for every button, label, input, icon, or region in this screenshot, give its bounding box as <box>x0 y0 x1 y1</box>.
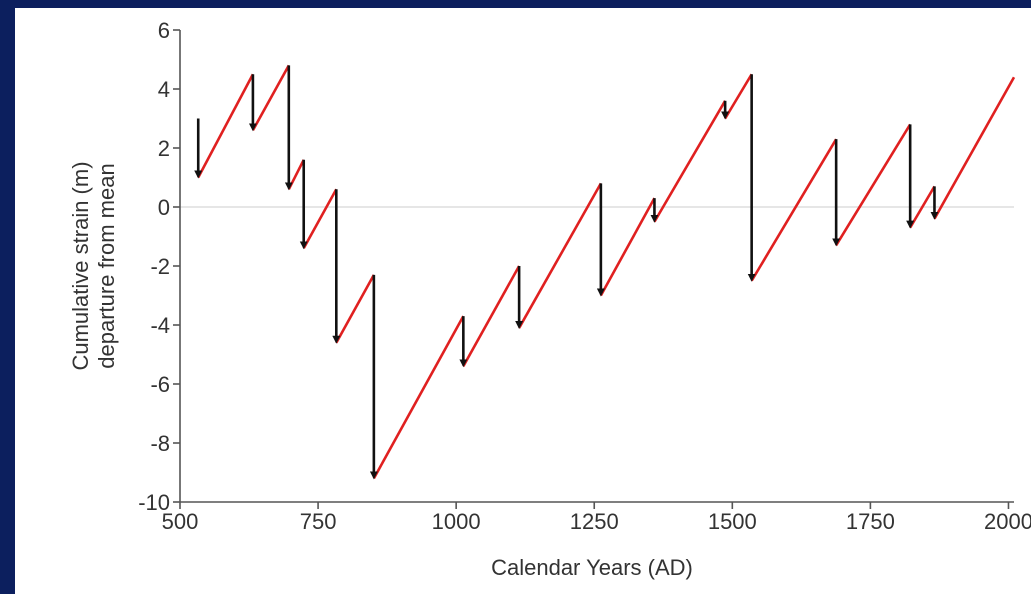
x-tick-label: 1000 <box>432 509 481 534</box>
strain-accumulation-segment <box>750 138 838 282</box>
y-tick-label: 6 <box>158 18 170 43</box>
y-tick-label: 2 <box>158 136 170 161</box>
y-tick-label: -2 <box>150 254 170 279</box>
strain-accumulation-segment <box>302 188 338 249</box>
x-tick-label: 2000 <box>984 509 1031 534</box>
x-tick-label: 500 <box>162 509 199 534</box>
strain-accumulation-segment <box>287 159 305 190</box>
x-tick-label: 1750 <box>846 509 895 534</box>
x-tick-label: 1250 <box>570 509 619 534</box>
strain-accumulation-segment <box>835 123 912 247</box>
strain-accumulation-segment <box>197 73 255 179</box>
strain-accumulation-segment <box>335 274 376 344</box>
strain-accumulation-segment <box>462 265 521 367</box>
strain-accumulation-segment <box>599 197 656 297</box>
strain-accumulation-segment <box>724 73 753 120</box>
chart-panel <box>15 8 1031 594</box>
strain-accumulation-segment <box>933 76 1016 220</box>
x-tick-label: 750 <box>300 509 337 534</box>
y-tick-label: -6 <box>150 372 170 397</box>
strain-accumulation-segment <box>517 182 602 329</box>
y-tick-label: -8 <box>150 431 170 456</box>
x-axis-title: Calendar Years (AD) <box>491 555 693 580</box>
y-tick-label: -10 <box>138 490 170 515</box>
y-axis-title-line1: Cumulative strain (m) <box>68 161 93 370</box>
y-tick-label: -4 <box>150 313 170 338</box>
y-axis-title-line2: departure from mean <box>94 163 119 368</box>
strain-accumulation-segment <box>251 64 290 131</box>
strain-accumulation-segment <box>653 100 727 223</box>
x-tick-label: 1500 <box>708 509 757 534</box>
strain-accumulation-segment <box>372 315 465 480</box>
y-tick-label: 4 <box>158 77 170 102</box>
y-tick-label: 0 <box>158 195 170 220</box>
strain-accumulation-segment <box>909 185 936 229</box>
